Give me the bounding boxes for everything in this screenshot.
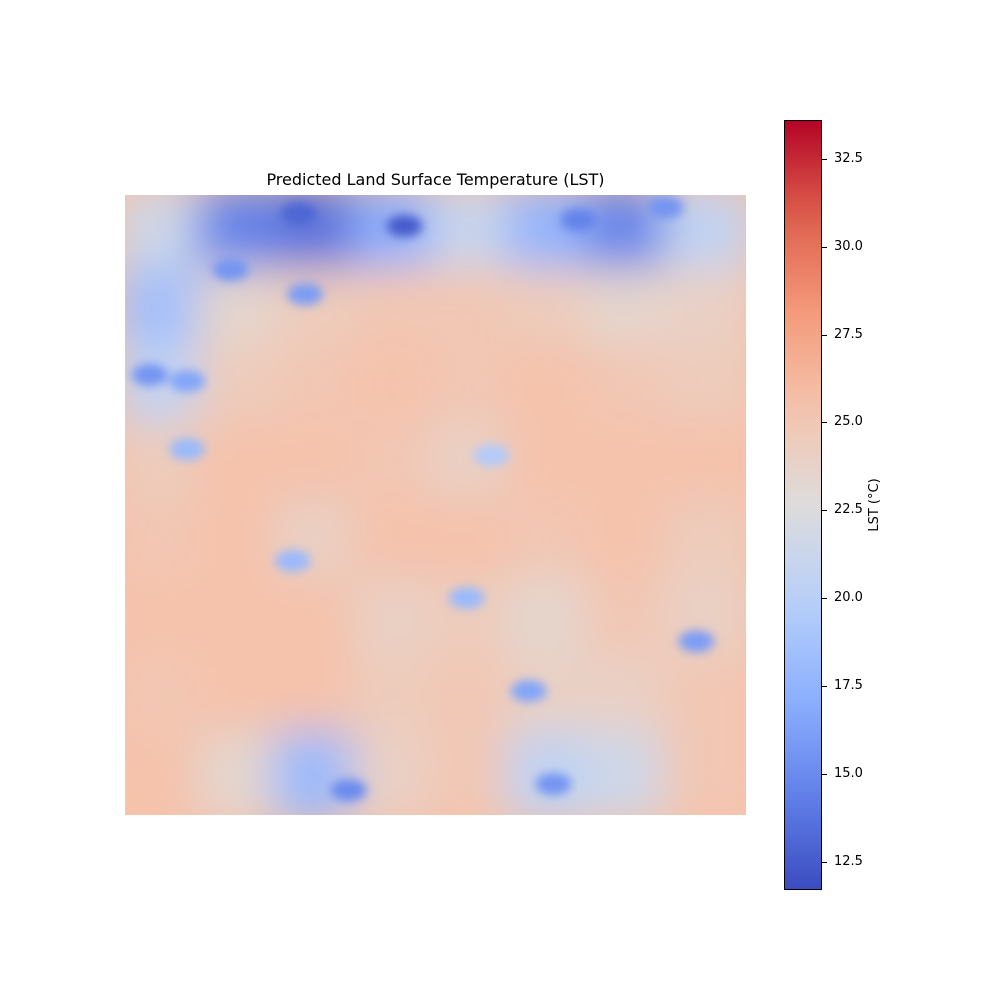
- heatmap-cell: [351, 731, 442, 815]
- heatmap-cell: [125, 195, 209, 279]
- heatmap-image: [125, 195, 746, 815]
- heatmap-cell: [662, 344, 746, 434]
- colorbar-tick-label: 17.5: [834, 678, 863, 694]
- heatmap-cell: [429, 195, 520, 279]
- heatmap-cell: [662, 499, 746, 589]
- heatmap-cell: [351, 421, 442, 511]
- colorbar-tick-label: 32.5: [834, 150, 863, 166]
- heatmap-cell: [584, 421, 675, 511]
- heatmap-cold-spot: [647, 196, 684, 219]
- colorbar-tick-label: 25.0: [834, 414, 863, 430]
- heatmap-cold-spot: [330, 779, 367, 802]
- heatmap-cold-spot: [510, 680, 547, 702]
- heatmap-cell: [429, 731, 520, 815]
- heatmap-cell: [125, 499, 209, 589]
- heatmap-cold-spot: [287, 283, 324, 306]
- heatmap-cell: [584, 344, 675, 434]
- heatmap-cell: [429, 266, 520, 356]
- heatmap-cell: [196, 266, 287, 356]
- heatmap-cell: [429, 344, 520, 434]
- heatmap-cell: [584, 731, 675, 815]
- heatmap-cell: [274, 421, 364, 511]
- heatmap-cell: [196, 654, 287, 744]
- colorbar-tick-label: 20.0: [834, 590, 863, 606]
- heatmap-cell: [196, 576, 287, 666]
- heatmap-cell: [662, 731, 746, 815]
- heatmap-cold-spot: [678, 630, 715, 653]
- heatmap-cold-spot: [169, 438, 206, 461]
- heatmap-cell: [125, 266, 209, 356]
- heatmap-cell: [196, 344, 287, 434]
- heatmap-cell: [351, 499, 442, 589]
- colorbar-tick-label: 15.0: [834, 766, 863, 781]
- colorbar-gradient: [785, 121, 821, 889]
- colorbar-tick-mark: [822, 510, 827, 512]
- heatmap-cell: [274, 654, 364, 744]
- heatmap-cell: [274, 499, 364, 589]
- heatmap-cold-spot: [448, 587, 485, 609]
- heatmap-cell: [125, 421, 209, 511]
- colorbar-tick-mark: [822, 158, 827, 160]
- colorbar-ticks: 12.5 15.0 17.5 20.0 22.5 25.0 27.5 30.0 32.5: [822, 120, 902, 890]
- heatmap-cell: [274, 266, 364, 356]
- heatmap-cell: [125, 654, 209, 744]
- colorbar-tick-label: 22.5: [834, 502, 863, 518]
- colorbar-tick-mark: [822, 246, 827, 248]
- heatmap-cell: [584, 576, 675, 666]
- heatmap-cell: [584, 499, 675, 589]
- chart-title: Predicted Land Surface Temperature (LST): [266, 170, 605, 189]
- heatmap-cell: [274, 731, 364, 815]
- heatmap-cell: [507, 195, 597, 279]
- heatmap-cold-spot: [274, 549, 311, 572]
- colorbar-tick-label: 27.5: [834, 326, 863, 342]
- heatmap-cold-spot: [131, 363, 168, 386]
- colorbar-tick-mark: [822, 422, 827, 424]
- heatmap-cold-spot: [386, 215, 423, 237]
- heatmap-cell: [662, 576, 746, 666]
- heatmap-cold-spot: [280, 202, 317, 225]
- heatmap-cell: [507, 576, 597, 666]
- heatmap-cell: [507, 421, 597, 511]
- heatmap-cell: [196, 731, 287, 815]
- heatmap-cell: [196, 499, 287, 589]
- colorbar-tick-mark: [822, 334, 827, 336]
- colorbar: [784, 120, 822, 890]
- heatmap-cell: [429, 421, 520, 511]
- heatmap-cell: [429, 654, 520, 744]
- heatmap-cell: [584, 654, 675, 744]
- heatmap-cell: [507, 499, 597, 589]
- heatmap-cold-spot: [212, 258, 249, 281]
- colorbar-label: LST (°C): [867, 478, 882, 532]
- colorbar-tick-mark: [822, 598, 827, 600]
- heatmap-panel: [125, 195, 746, 815]
- heatmap-cell: [429, 499, 520, 589]
- heatmap-cold-spot: [473, 444, 510, 467]
- heatmap-cell: [662, 266, 746, 356]
- heatmap-cell: [351, 266, 442, 356]
- colorbar-tick-mark: [822, 861, 827, 863]
- heatmap-cold-spot: [535, 773, 572, 795]
- heatmap-cell: [125, 731, 209, 815]
- heatmap-cell: [351, 344, 442, 434]
- heatmap-cell: [662, 654, 746, 744]
- heatmap-cell: [125, 576, 209, 666]
- heatmap-cell: [351, 195, 442, 279]
- colorbar-tick-label: 12.5: [834, 853, 863, 869]
- heatmap-cell: [351, 576, 442, 666]
- heatmap-cell: [351, 654, 442, 744]
- heatmap-cell: [196, 421, 287, 511]
- heatmap-cold-spot: [560, 208, 597, 231]
- heatmap-cell: [274, 576, 364, 666]
- heatmap-cell: [584, 266, 675, 356]
- heatmap-cell: [274, 344, 364, 434]
- heatmap-cell: [662, 421, 746, 511]
- colorbar-tick-mark: [822, 686, 827, 688]
- colorbar-tick-label: 30.0: [834, 238, 863, 254]
- heatmap-cold-spot: [169, 370, 206, 392]
- heatmap-cell: [507, 266, 597, 356]
- heatmap-cell: [507, 344, 597, 434]
- colorbar-tick-mark: [822, 774, 827, 775]
